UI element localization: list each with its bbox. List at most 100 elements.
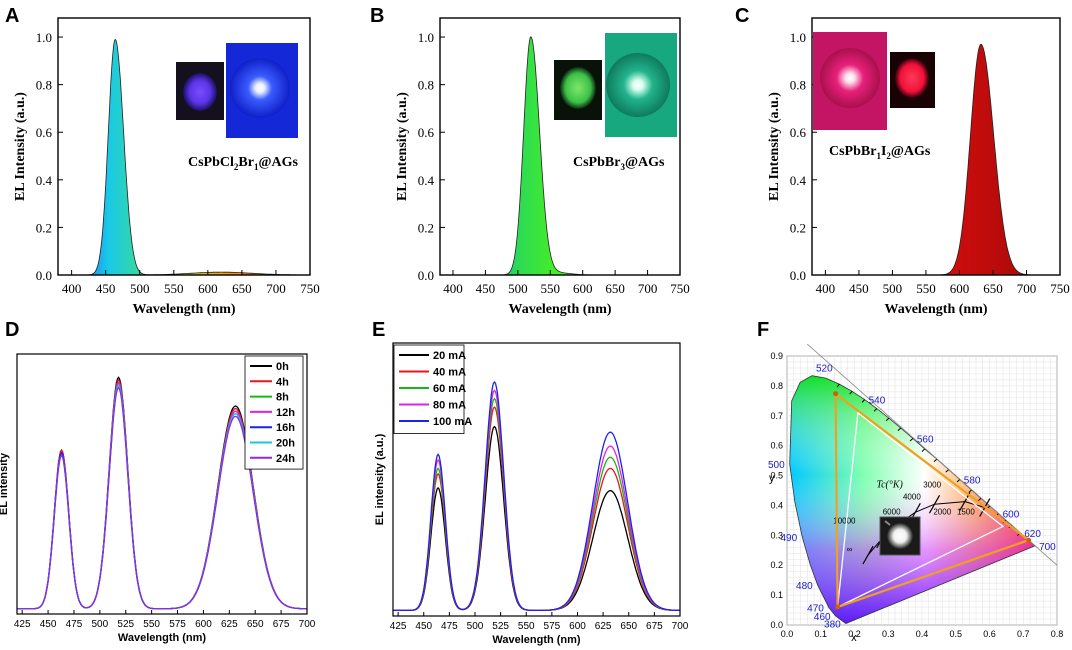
locus-wavelength-label: 560: [917, 434, 934, 445]
locus-wavelength-label: 480: [796, 581, 813, 592]
y-tick-label: 0.4: [36, 173, 53, 188]
y-tick-label: 1.0: [790, 30, 806, 45]
panel-c-inset: [813, 32, 935, 130]
panel-label-f: F: [757, 319, 769, 341]
panel-b-inset: [554, 33, 677, 137]
spectrum-area: [58, 39, 310, 276]
x-tick-label: 400: [816, 281, 836, 296]
spectrum-area: [812, 44, 1060, 276]
x-tick-label: 550: [541, 281, 561, 296]
locus-tick: [956, 479, 961, 483]
planckian-temperature-label: 6000: [883, 507, 901, 516]
x-tick-label: 450: [476, 281, 496, 296]
x-tick-label: 650: [247, 619, 264, 630]
panel-a-inset: [176, 43, 298, 138]
locus-tick: [977, 497, 982, 502]
x-tick-label: 600: [950, 281, 970, 296]
panel-c-inset-small-blob: [895, 58, 929, 98]
label-part: @AGs: [891, 144, 931, 159]
x-tick-label: 600: [195, 619, 212, 630]
legend-label: 100 mA: [433, 416, 472, 428]
x-tick-label: 625: [221, 619, 238, 630]
x-tick-label: 425: [390, 621, 407, 632]
x-tick-label: 650: [232, 281, 252, 296]
gamut-vertex: [833, 391, 839, 397]
panel-label-a: A: [5, 5, 19, 27]
panel-label-e: E: [372, 319, 385, 341]
x-tick-label: 500: [92, 619, 109, 630]
series-line-20-ma: [393, 425, 680, 612]
plot-frame: [16, 353, 308, 615]
y-tick-label: 0.8: [36, 78, 52, 93]
y-axis-title: EL Intensity (a.u.): [395, 92, 410, 201]
y-tick-label: 0.0: [770, 620, 783, 630]
label-part: Br: [238, 155, 254, 170]
label-part: CsPbCl: [188, 155, 234, 170]
locus-tick: [909, 438, 914, 442]
y-axis-title: EL Intensity (a.u.): [767, 92, 782, 201]
x-tick-label: 625: [595, 621, 612, 632]
panel-label-d: D: [5, 319, 19, 341]
x-tick-label: 650: [620, 621, 637, 632]
led-photo-lead: [884, 520, 891, 526]
y-axis-title: EL intensity: [0, 452, 10, 515]
panel-a-inset-small-blob: [183, 73, 217, 111]
legend-label: 16h: [276, 422, 295, 434]
y-tick-label: 1.0: [418, 30, 434, 45]
locus-tick: [836, 383, 840, 388]
label-part: CsPbBr: [573, 155, 620, 170]
x-tick-label: 700: [672, 621, 689, 632]
locus-wavelength-label: 620: [1024, 529, 1041, 540]
planckian-temperature-label: 1500: [957, 507, 975, 516]
x-tick-label: 0.0: [781, 629, 794, 639]
x-tick-label: 600: [569, 621, 586, 632]
plot-frame: [392, 342, 681, 617]
label-subscript: 1: [254, 162, 259, 172]
x-tick-label: 750: [670, 281, 690, 296]
planckian-temperature-label: 10000: [833, 516, 856, 525]
x-tick-label: 750: [300, 281, 320, 296]
y-tick-label: 0.0: [36, 268, 52, 283]
panel-b-inset-small-blob: [560, 67, 596, 109]
panel-d-chart: 425 450 475 500 525 550 575 600 625 650 675 700 Wave…: [0, 353, 316, 644]
y-axis-title: EL intensity (a.u.): [374, 433, 386, 525]
gamut-vertex: [1026, 537, 1032, 543]
planckian-temperature-label: ∞: [847, 545, 853, 554]
x-tick-label: 500: [130, 281, 150, 296]
locus-tick: [849, 390, 853, 395]
series-line-40-ma: [393, 406, 680, 612]
x-tick-label: 700: [1017, 281, 1037, 296]
series-line-24h: [17, 386, 307, 610]
gamut-triangle-white: [836, 411, 1005, 609]
locus-wavelength-label: 540: [869, 396, 886, 407]
legend-label: 60 mA: [433, 383, 466, 395]
legend-label: 4h: [276, 376, 289, 388]
locus-wavelength-label: 700: [1039, 542, 1056, 553]
x-tick-label: 600: [573, 281, 593, 296]
y-tick-label: 0.4: [790, 173, 807, 188]
legend-label: 8h: [276, 392, 289, 404]
legend-label: 20 mA: [433, 350, 466, 362]
y-tick-label: 0.6: [36, 125, 53, 140]
x-tick-label: 0.3: [882, 629, 895, 639]
panel-e-chart: 425 450 475 500 525 550 575 600 625 650 675 700 Wave…: [374, 342, 689, 646]
locus-wavelength-label: 380: [824, 620, 841, 631]
legend-label: 40 mA: [433, 367, 466, 379]
y-tick-label: 0.2: [770, 560, 783, 570]
x-tick-label: 500: [883, 281, 903, 296]
y-tick-label: 0.8: [418, 78, 434, 93]
x-axis-title: Wavelength (nm): [884, 302, 987, 317]
panel-a-chart: 400 450 500 550 600 650 700 750 0.0 0.2 0.4 0.6 0.8 1…: [13, 17, 320, 317]
x-axis-title: Wavelength (nm): [132, 302, 235, 317]
x-tick-label: 425: [14, 619, 31, 630]
x-tick-label: 700: [299, 619, 316, 630]
panel-b-sample-label: CsPbBr3@AGs: [573, 155, 665, 172]
locus-tick: [885, 417, 890, 422]
x-tick-label: 0.8: [1051, 629, 1064, 639]
legend-label: 0h: [276, 361, 289, 373]
x-tick-label: 450: [849, 281, 869, 296]
label-part: CsPbBr: [829, 144, 876, 159]
x-tick-label: 525: [492, 621, 509, 632]
locus-wavelength-label: 580: [964, 475, 981, 486]
x-axis-title: Wavelength (nm): [508, 302, 611, 317]
